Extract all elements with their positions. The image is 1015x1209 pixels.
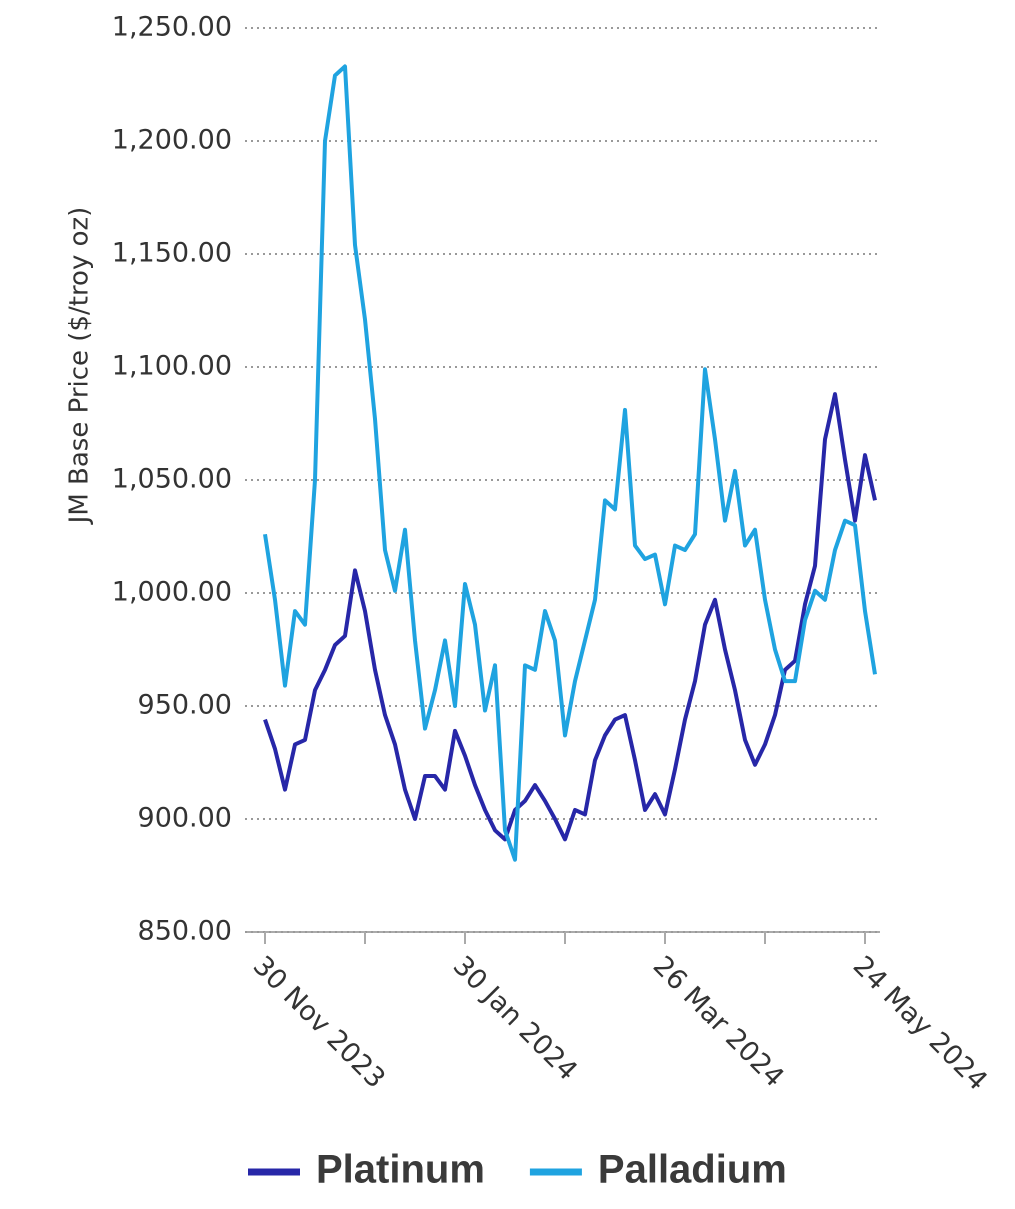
y-tick-label: 1,050.00 — [112, 464, 232, 495]
y-tick-label: 850.00 — [138, 916, 232, 947]
y-tick-label: 1,250.00 — [112, 12, 232, 43]
y-tick-label: 1,100.00 — [112, 351, 232, 382]
y-axis-label: JM Base Price ($/troy oz) — [65, 207, 95, 526]
x-tick-label: 24 May 2024 — [847, 950, 993, 1096]
y-tick-label: 950.00 — [138, 690, 232, 721]
y-tick-label: 1,200.00 — [112, 125, 232, 156]
line-series — [263, 392, 877, 842]
x-tick-label: 30 Nov 2023 — [247, 950, 391, 1094]
x-tick-label: 30 Jan 2024 — [447, 950, 583, 1086]
line-series — [263, 64, 877, 862]
legend-label: Platinum — [316, 1148, 485, 1192]
legend-label: Palladium — [598, 1148, 787, 1192]
y-tick-label: 1,000.00 — [112, 577, 232, 608]
y-tick-label: 900.00 — [138, 803, 232, 834]
x-tick-label: 26 Mar 2024 — [647, 950, 790, 1093]
y-tick-label: 1,150.00 — [112, 238, 232, 269]
